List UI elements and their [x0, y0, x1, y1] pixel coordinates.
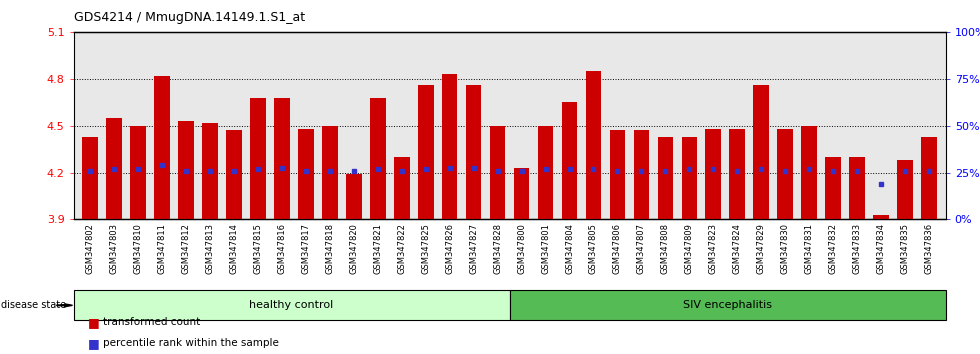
- Text: GSM347813: GSM347813: [206, 223, 215, 274]
- Bar: [658, 137, 673, 219]
- Text: GSM347823: GSM347823: [709, 223, 717, 274]
- Text: GSM347833: GSM347833: [853, 223, 861, 274]
- Text: disease state: disease state: [1, 300, 66, 310]
- Text: GSM347831: GSM347831: [805, 223, 813, 274]
- Bar: [82, 137, 98, 219]
- Text: ■: ■: [88, 316, 100, 329]
- Text: GSM347826: GSM347826: [445, 223, 454, 274]
- Bar: [107, 118, 122, 219]
- Bar: [202, 122, 218, 219]
- Text: GSM347824: GSM347824: [733, 223, 742, 274]
- Bar: [322, 126, 338, 219]
- Text: GSM347835: GSM347835: [901, 223, 909, 274]
- Bar: [130, 126, 146, 219]
- Text: ■: ■: [88, 337, 100, 350]
- Text: GSM347809: GSM347809: [685, 223, 694, 274]
- Bar: [825, 157, 841, 219]
- Text: GSM347814: GSM347814: [229, 223, 238, 274]
- Bar: [586, 71, 602, 219]
- Text: GSM347810: GSM347810: [133, 223, 143, 274]
- Bar: [250, 98, 266, 219]
- Text: GSM347812: GSM347812: [181, 223, 191, 274]
- Text: GSM347821: GSM347821: [373, 223, 382, 274]
- Bar: [754, 85, 769, 219]
- Text: GSM347800: GSM347800: [517, 223, 526, 274]
- Bar: [370, 98, 385, 219]
- Text: GSM347805: GSM347805: [589, 223, 598, 274]
- Text: GSM347815: GSM347815: [254, 223, 263, 274]
- Text: GSM347832: GSM347832: [828, 223, 838, 274]
- Bar: [226, 130, 242, 219]
- Bar: [178, 121, 194, 219]
- Text: GSM347827: GSM347827: [469, 223, 478, 274]
- Bar: [394, 157, 410, 219]
- Bar: [490, 126, 506, 219]
- Bar: [274, 98, 290, 219]
- Text: GSM347818: GSM347818: [325, 223, 334, 274]
- Text: GSM347817: GSM347817: [302, 223, 311, 274]
- Bar: [873, 215, 889, 219]
- Bar: [634, 130, 649, 219]
- Text: GDS4214 / MmugDNA.14149.1.S1_at: GDS4214 / MmugDNA.14149.1.S1_at: [74, 11, 305, 24]
- Bar: [466, 85, 481, 219]
- Text: GSM347802: GSM347802: [86, 223, 95, 274]
- Bar: [298, 129, 314, 219]
- Bar: [610, 130, 625, 219]
- Text: GSM347811: GSM347811: [158, 223, 167, 274]
- Text: GSM347829: GSM347829: [757, 223, 765, 274]
- Text: GSM347807: GSM347807: [637, 223, 646, 274]
- Text: GSM347808: GSM347808: [661, 223, 670, 274]
- Text: percentile rank within the sample: percentile rank within the sample: [103, 338, 278, 348]
- Text: GSM347836: GSM347836: [924, 223, 933, 274]
- Bar: [681, 137, 697, 219]
- Text: GSM347806: GSM347806: [612, 223, 622, 274]
- Text: transformed count: transformed count: [103, 317, 200, 327]
- Bar: [510, 290, 946, 320]
- Text: GSM347825: GSM347825: [421, 223, 430, 274]
- Bar: [562, 102, 577, 219]
- Bar: [155, 76, 170, 219]
- Bar: [417, 85, 433, 219]
- Bar: [514, 168, 529, 219]
- Text: GSM347820: GSM347820: [349, 223, 359, 274]
- Bar: [921, 137, 937, 219]
- Bar: [74, 290, 510, 320]
- Bar: [706, 129, 721, 219]
- Text: GSM347804: GSM347804: [565, 223, 574, 274]
- Text: SIV encephalitis: SIV encephalitis: [683, 300, 772, 310]
- Bar: [802, 126, 817, 219]
- Text: GSM347834: GSM347834: [876, 223, 886, 274]
- Text: GSM347822: GSM347822: [397, 223, 407, 274]
- Bar: [538, 126, 554, 219]
- Bar: [729, 129, 745, 219]
- Text: GSM347830: GSM347830: [781, 223, 790, 274]
- Bar: [897, 160, 912, 219]
- Text: GSM347816: GSM347816: [277, 223, 286, 274]
- Bar: [346, 174, 362, 219]
- Text: GSM347803: GSM347803: [110, 223, 119, 274]
- Text: GSM347801: GSM347801: [541, 223, 550, 274]
- Bar: [777, 129, 793, 219]
- Bar: [442, 74, 458, 219]
- Bar: [850, 157, 864, 219]
- Text: healthy control: healthy control: [250, 300, 333, 310]
- Text: GSM347828: GSM347828: [493, 223, 502, 274]
